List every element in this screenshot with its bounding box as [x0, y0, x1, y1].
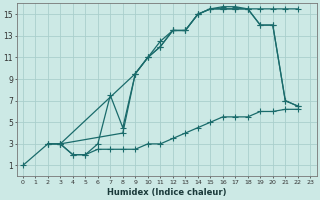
- X-axis label: Humidex (Indice chaleur): Humidex (Indice chaleur): [107, 188, 226, 197]
